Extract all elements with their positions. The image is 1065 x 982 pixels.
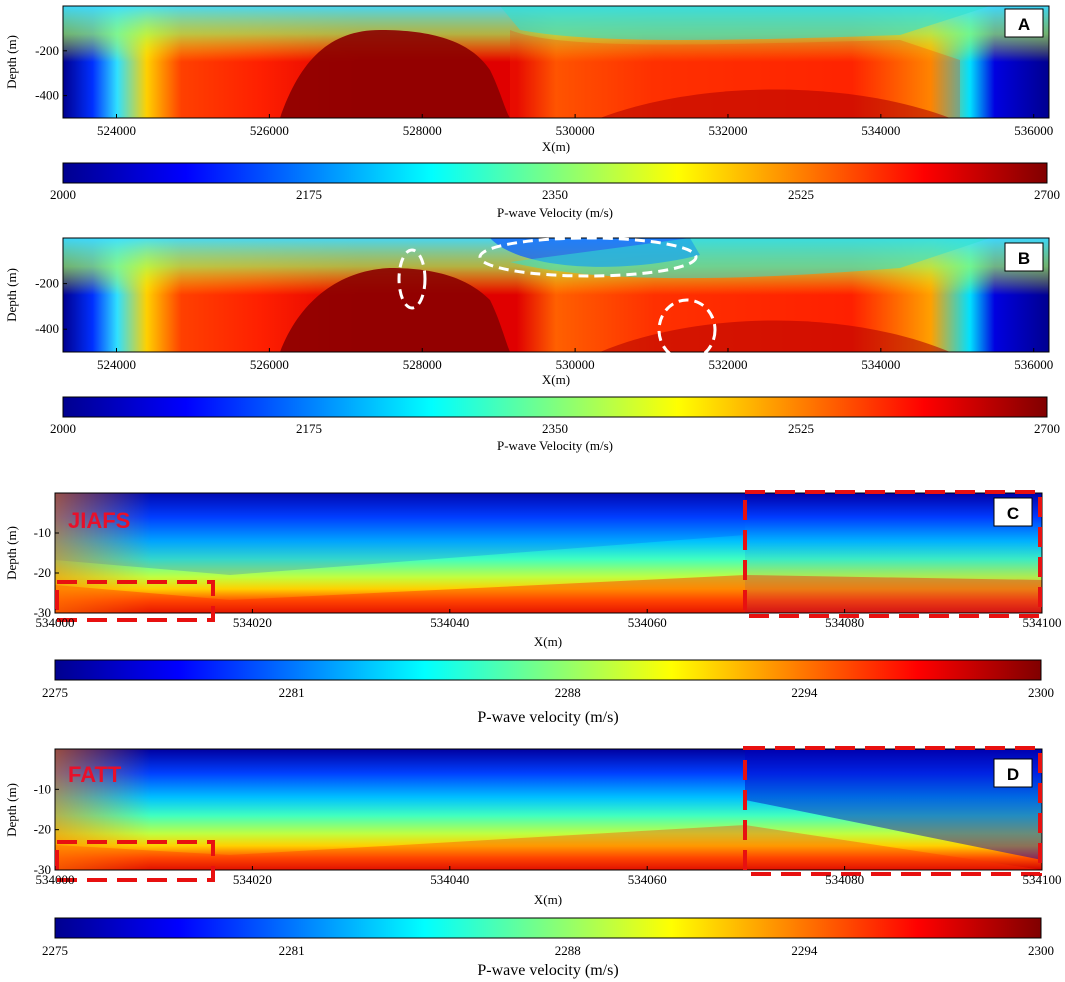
colorbar-tick-label: 2525 bbox=[788, 421, 814, 436]
panel-b-ylabel: Depth (m) bbox=[4, 268, 19, 322]
x-tick-label: 534060 bbox=[628, 872, 667, 887]
panel-d-ylabel: Depth (m) bbox=[4, 783, 19, 837]
colorbar-tick-label: 2288 bbox=[555, 685, 581, 700]
panel-a-ylabel: Depth (m) bbox=[4, 35, 19, 89]
x-tick-label: 534000 bbox=[36, 615, 75, 630]
y-tick-label: -200 bbox=[35, 276, 59, 291]
panel-a-ticks: 524000 526000 528000 530000 532000 534000 5360… bbox=[35, 43, 1053, 138]
x-tick-label: 534080 bbox=[825, 872, 864, 887]
y-tick-label: -10 bbox=[34, 525, 51, 540]
colorbar-tick-label: 2350 bbox=[542, 421, 568, 436]
x-tick-label: 528000 bbox=[403, 123, 442, 138]
x-tick-label: 534100 bbox=[1023, 615, 1062, 630]
panel-c-method-label: JIAFS bbox=[68, 508, 130, 533]
x-tick-label: 524000 bbox=[97, 357, 136, 372]
colorbar-tick-label: 2350 bbox=[542, 187, 568, 202]
x-tick-label: 534060 bbox=[628, 615, 667, 630]
panel-d-annotations bbox=[55, 746, 1042, 882]
panel-d-colorbar: 2275 2281 2288 2294 2300 P-wave velocity (m/… bbox=[42, 917, 1054, 979]
x-tick-label: 532000 bbox=[708, 357, 747, 372]
panel-b: B Depth (m) X(m) 524000 526000 528000 53000… bbox=[4, 236, 1053, 387]
colorbar-tick-label: 2525 bbox=[788, 187, 814, 202]
x-tick-label: 534020 bbox=[233, 615, 272, 630]
x-tick-label: 534040 bbox=[430, 872, 469, 887]
colorbar-tick-label: 2300 bbox=[1028, 685, 1054, 700]
svg-text:D: D bbox=[1007, 765, 1019, 784]
panel-b-ticks: 524000 526000 528000 530000 532000 534000 5360… bbox=[35, 276, 1053, 372]
colorbar-tick-label: 2275 bbox=[42, 685, 68, 700]
panel-d: FATT D Depth (m) X(m) 534000 534020 534040… bbox=[4, 746, 1062, 907]
panel-c-annotations bbox=[55, 490, 1042, 622]
panel-a: A Depth (m) X(m) 524000 526000 528000 53000… bbox=[4, 5, 1053, 154]
panel-a-colorbar: 2000 2175 2350 2525 2700 P-wave Velocity (m/… bbox=[50, 162, 1060, 220]
y-tick-label: -10 bbox=[34, 781, 51, 796]
colorbar-tick-label: 2275 bbox=[42, 943, 68, 958]
colorbar-tick-label: 2000 bbox=[50, 187, 76, 202]
colorbar-tick-label: 2281 bbox=[279, 685, 305, 700]
x-tick-label: 526000 bbox=[250, 123, 289, 138]
x-tick-label: 536000 bbox=[1014, 357, 1053, 372]
panel-c-ticks: 534000 534020 534040 534060 534080 534100 -10 -… bbox=[34, 525, 1062, 630]
x-tick-label: 534040 bbox=[430, 615, 469, 630]
y-tick-label: -400 bbox=[35, 88, 59, 103]
panel-b-colorbar: 2000 2175 2350 2525 2700 P-wave Velocity (m/… bbox=[50, 396, 1060, 453]
panel-d-xlabel: X(m) bbox=[534, 892, 562, 907]
panel-c-colorbar: 2275 2281 2288 2294 2300 P-wave velocity (m/… bbox=[42, 659, 1054, 726]
panel-d-tag: D bbox=[993, 758, 1033, 788]
panel-b-heatmap bbox=[63, 238, 1049, 352]
x-tick-label: 524000 bbox=[97, 123, 136, 138]
panel-d-method-label: FATT bbox=[68, 762, 122, 787]
panel-b-tag: B bbox=[1004, 242, 1044, 272]
svg-text:B: B bbox=[1018, 249, 1030, 268]
colorbar-tick-label: 2281 bbox=[279, 943, 305, 958]
y-tick-label: -20 bbox=[34, 822, 51, 837]
panel-a-heatmap bbox=[63, 6, 1049, 118]
x-tick-label: 534080 bbox=[825, 615, 864, 630]
colorbar-tick-label: 2294 bbox=[791, 685, 818, 700]
x-tick-label: 536000 bbox=[1014, 123, 1053, 138]
x-tick-label: 534100 bbox=[1023, 872, 1062, 887]
y-tick-label: -200 bbox=[35, 43, 59, 58]
x-tick-label: 530000 bbox=[556, 357, 595, 372]
x-tick-label: 534000 bbox=[861, 357, 900, 372]
y-tick-label: -30 bbox=[34, 605, 51, 620]
svg-text:C: C bbox=[1007, 504, 1019, 523]
y-tick-label: -20 bbox=[34, 565, 51, 580]
panel-d-ticks: 534000 534020 534040 534060 534080 534100 -10 -… bbox=[34, 781, 1062, 887]
y-tick-label: -400 bbox=[35, 321, 59, 336]
colorbar-tick-label: 2000 bbox=[50, 421, 76, 436]
panel-c: JIAFS C Depth (m) X(m) 534000 534020 53404… bbox=[4, 490, 1062, 649]
panel-b-annotations bbox=[397, 236, 717, 362]
panel-b-colorbar-label: P-wave Velocity (m/s) bbox=[497, 438, 613, 453]
colorbar-tick-label: 2300 bbox=[1028, 943, 1054, 958]
svg-text:A: A bbox=[1018, 15, 1030, 34]
colorbar-tick-label: 2700 bbox=[1034, 187, 1060, 202]
x-tick-label: 534020 bbox=[233, 872, 272, 887]
colorbar-tick-label: 2288 bbox=[555, 943, 581, 958]
panel-d-heatmap bbox=[55, 749, 1042, 870]
panel-d-colorbar-label: P-wave velocity (m/s) bbox=[477, 962, 618, 979]
panel-c-tag: C bbox=[993, 497, 1033, 527]
colorbar-tick-label: 2175 bbox=[296, 187, 322, 202]
x-tick-label: 534000 bbox=[36, 872, 75, 887]
colorbar-tick-label: 2700 bbox=[1034, 421, 1060, 436]
y-tick-label: -30 bbox=[34, 862, 51, 877]
colorbar-tick-label: 2175 bbox=[296, 421, 322, 436]
x-tick-label: 532000 bbox=[708, 123, 747, 138]
panel-c-colorbar-label: P-wave velocity (m/s) bbox=[477, 709, 618, 726]
x-tick-label: 534000 bbox=[861, 123, 900, 138]
x-tick-label: 526000 bbox=[250, 357, 289, 372]
x-tick-label: 528000 bbox=[403, 357, 442, 372]
panel-a-xlabel: X(m) bbox=[542, 139, 570, 154]
panel-a-tag: A bbox=[1004, 8, 1044, 38]
panel-b-xlabel: X(m) bbox=[542, 372, 570, 387]
panel-c-xlabel: X(m) bbox=[534, 634, 562, 649]
x-tick-label: 530000 bbox=[556, 123, 595, 138]
panel-c-ylabel: Depth (m) bbox=[4, 526, 19, 580]
panel-a-colorbar-label: P-wave Velocity (m/s) bbox=[497, 205, 613, 220]
colorbar-tick-label: 2294 bbox=[791, 943, 818, 958]
panel-c-heatmap bbox=[55, 493, 1042, 613]
